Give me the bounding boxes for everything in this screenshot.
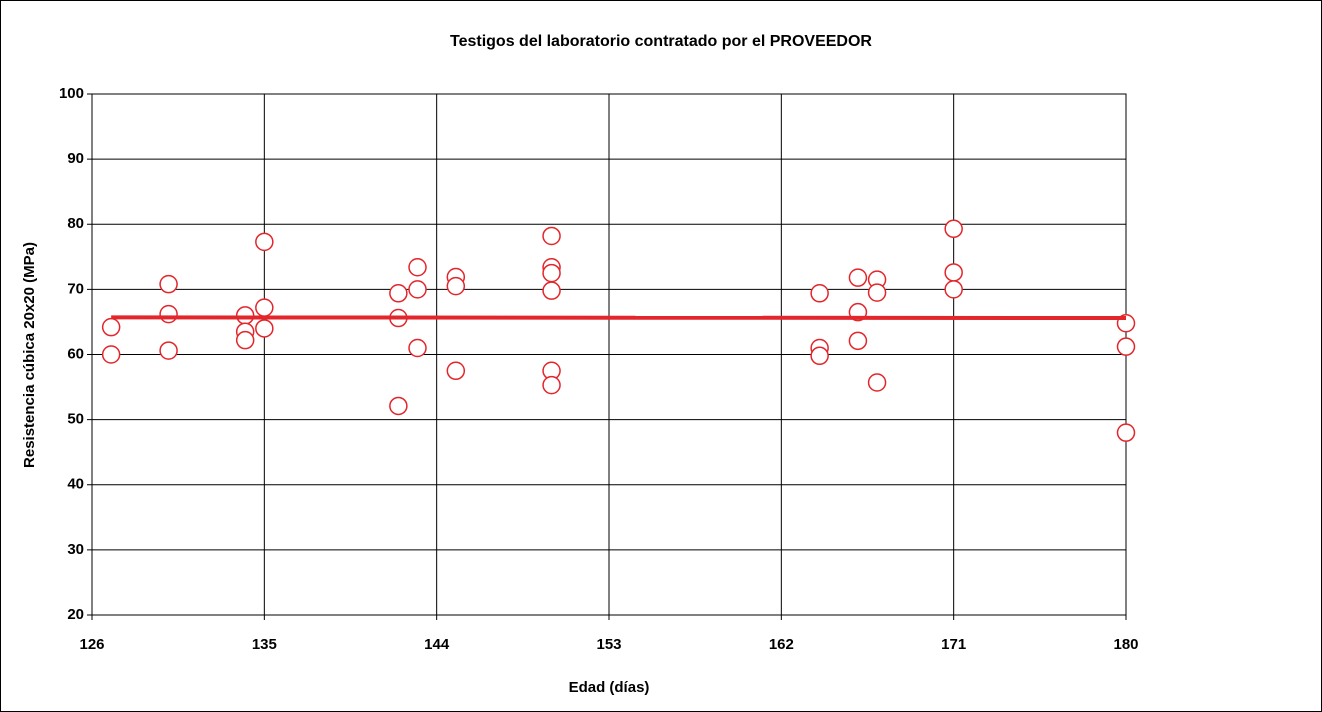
y-tick-label: 20 xyxy=(67,606,84,623)
point xyxy=(542,263,561,283)
point xyxy=(101,345,121,364)
point xyxy=(446,361,466,381)
point xyxy=(408,338,427,358)
x-axis-label: Edad (días) xyxy=(569,679,650,696)
point xyxy=(810,284,829,303)
point xyxy=(542,281,561,300)
y-tick-label: 50 xyxy=(67,411,84,428)
y-tick-label: 30 xyxy=(67,541,84,558)
point xyxy=(159,274,178,294)
y-axis-label: Resistencia cúbica 20x20 (MPa) xyxy=(21,242,38,468)
point xyxy=(255,319,274,338)
point xyxy=(159,341,178,360)
point xyxy=(389,284,408,303)
x-tick-label: 171 xyxy=(941,636,966,653)
trend-line xyxy=(111,315,1127,321)
point xyxy=(944,280,963,299)
y-tick-label: 70 xyxy=(67,280,84,297)
x-tick-label: 144 xyxy=(424,636,450,653)
point xyxy=(1116,337,1136,356)
point xyxy=(867,283,887,302)
x-tick-label: 162 xyxy=(769,636,794,653)
point xyxy=(408,257,427,277)
point xyxy=(810,346,829,366)
point xyxy=(159,304,178,324)
point xyxy=(944,263,963,282)
point xyxy=(255,298,274,317)
point xyxy=(867,373,887,392)
x-tick-label: 126 xyxy=(79,636,104,653)
point xyxy=(944,219,963,239)
x-tick-label: 180 xyxy=(1113,636,1138,653)
chart-title: Testigos del laboratorio contratado por … xyxy=(450,33,872,50)
point xyxy=(848,268,868,287)
point xyxy=(235,330,255,350)
y-tick-label: 100 xyxy=(59,85,84,102)
point xyxy=(101,317,121,337)
y-tick-label: 60 xyxy=(67,345,84,362)
x-tick-label: 135 xyxy=(252,636,277,653)
y-tick-label: 80 xyxy=(67,215,84,232)
point xyxy=(446,276,466,296)
point xyxy=(408,280,427,299)
point xyxy=(1116,423,1136,442)
point xyxy=(389,396,408,416)
point xyxy=(542,226,561,246)
point xyxy=(848,331,868,351)
point xyxy=(255,232,274,252)
x-tick-label: 153 xyxy=(596,636,621,653)
point xyxy=(542,375,561,395)
y-tick-label: 40 xyxy=(67,476,84,493)
y-tick-label: 90 xyxy=(67,150,84,167)
point xyxy=(235,306,255,325)
